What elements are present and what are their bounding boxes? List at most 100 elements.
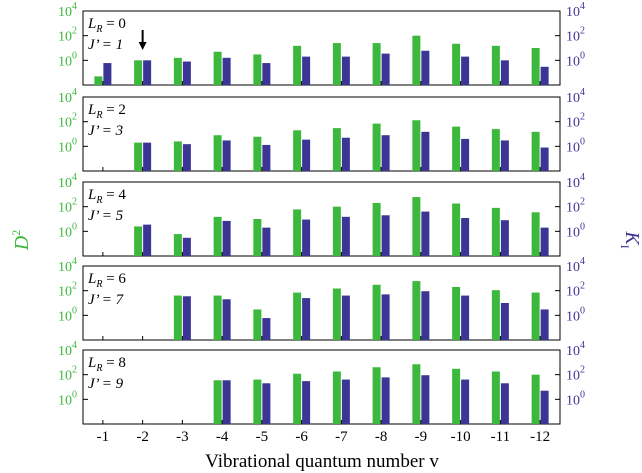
bar-d2 bbox=[293, 45, 302, 85]
left-tick-label: 102 bbox=[58, 281, 77, 300]
bar-d2 bbox=[213, 135, 222, 171]
tick-base: 10 bbox=[566, 201, 580, 216]
right-tick-label: 102 bbox=[566, 365, 585, 384]
bar-ki bbox=[500, 60, 509, 85]
x-tick-label: -11 bbox=[491, 429, 510, 445]
bar-ki bbox=[540, 227, 549, 256]
bar-d2 bbox=[293, 373, 302, 424]
tick-exp: 4 bbox=[580, 1, 585, 12]
bar-ki bbox=[262, 227, 271, 256]
bar-ki bbox=[540, 309, 549, 340]
left-tick-label: 102 bbox=[58, 365, 77, 384]
ylabel-sub: I bbox=[618, 245, 632, 249]
x-tick-label: -10 bbox=[451, 429, 471, 445]
bar-d2 bbox=[173, 57, 182, 85]
bar-d2 bbox=[452, 126, 461, 171]
bar-ki bbox=[461, 138, 470, 171]
bar-d2 bbox=[452, 286, 461, 340]
bar-ki bbox=[222, 140, 231, 171]
label-l: L bbox=[87, 355, 96, 371]
tick-exp: 2 bbox=[580, 197, 585, 208]
label-l-sub: R bbox=[95, 24, 102, 35]
bar-d2 bbox=[372, 43, 381, 85]
tick-base: 10 bbox=[566, 260, 580, 275]
label-l: L bbox=[87, 187, 96, 203]
bar-d2 bbox=[134, 226, 143, 256]
tick-exp: 2 bbox=[72, 365, 77, 376]
bar-d2 bbox=[412, 35, 421, 85]
tick-exp: 2 bbox=[580, 365, 585, 376]
bar-ki bbox=[302, 381, 311, 424]
tick-exp: 2 bbox=[580, 26, 585, 37]
panel-label-j: J’ = 1 bbox=[88, 37, 123, 53]
bar-ki bbox=[341, 137, 350, 171]
tick-base: 10 bbox=[58, 176, 72, 191]
bar-d2 bbox=[293, 292, 302, 340]
bar-d2 bbox=[253, 136, 262, 171]
bar-ki bbox=[421, 131, 430, 171]
bar-d2 bbox=[531, 374, 540, 424]
tick-exp: 0 bbox=[580, 305, 585, 316]
bar-d2 bbox=[173, 141, 182, 171]
label-l-sub: R bbox=[95, 279, 102, 290]
label-l-val: = 2 bbox=[102, 102, 125, 118]
bar-ki bbox=[302, 139, 311, 171]
bar-ki bbox=[421, 375, 430, 424]
tick-exp: 4 bbox=[72, 172, 77, 183]
bar-d2 bbox=[452, 43, 461, 85]
right-tick-label: 102 bbox=[566, 197, 585, 216]
bar-ki bbox=[222, 299, 231, 340]
left-tick-label: 100 bbox=[58, 305, 77, 324]
tick-exp: 2 bbox=[580, 281, 585, 292]
left-tick-label: 104 bbox=[58, 256, 77, 275]
left-tick-label: 102 bbox=[58, 197, 77, 216]
bar-ki bbox=[222, 220, 231, 256]
bar-ki bbox=[381, 294, 390, 340]
left-tick-label: 104 bbox=[58, 172, 77, 191]
bar-d2 bbox=[372, 284, 381, 340]
x-tick-label: -1 bbox=[97, 429, 110, 445]
bar-d2 bbox=[372, 123, 381, 171]
panel-label-lr: LR = 0 bbox=[87, 16, 126, 35]
right-tick-label: 104 bbox=[566, 256, 585, 275]
bar-ki bbox=[262, 144, 271, 171]
bar-d2 bbox=[332, 128, 341, 171]
tick-exp: 0 bbox=[72, 305, 77, 316]
tick-exp: 2 bbox=[72, 197, 77, 208]
bar-d2 bbox=[531, 292, 540, 340]
bar-ki bbox=[500, 140, 509, 171]
bar-ki bbox=[421, 291, 430, 340]
panel-label-j: J’ = 3 bbox=[88, 123, 123, 139]
bar-ki bbox=[341, 379, 350, 424]
tick-exp: 4 bbox=[72, 256, 77, 267]
bar-d2 bbox=[253, 219, 262, 256]
bar-d2 bbox=[531, 48, 540, 85]
bar-d2 bbox=[253, 379, 262, 424]
bar-ki bbox=[182, 144, 191, 171]
bar-ki bbox=[302, 298, 311, 340]
tick-exp: 0 bbox=[580, 389, 585, 400]
y-axis-label-right: KI bbox=[618, 230, 642, 248]
tick-base: 10 bbox=[58, 260, 72, 275]
bar-d2 bbox=[412, 281, 421, 340]
left-tick-label: 102 bbox=[58, 26, 77, 45]
right-tick-label: 100 bbox=[566, 136, 585, 155]
label-l-val: = 4 bbox=[102, 187, 126, 203]
bar-d2 bbox=[253, 309, 262, 340]
label-l-val: = 0 bbox=[102, 16, 125, 32]
tick-base: 10 bbox=[566, 344, 580, 359]
tick-exp: 2 bbox=[72, 112, 77, 123]
tick-exp: 4 bbox=[580, 172, 585, 183]
label-l: L bbox=[87, 271, 96, 287]
panel-frame bbox=[82, 265, 561, 341]
bar-d2 bbox=[332, 206, 341, 256]
panel-label-j: J’ = 5 bbox=[88, 208, 124, 224]
bar-ki bbox=[461, 218, 470, 256]
bar-d2 bbox=[173, 234, 182, 256]
bar-d2 bbox=[412, 197, 421, 256]
tick-base: 10 bbox=[566, 91, 580, 106]
tick-exp: 2 bbox=[72, 26, 77, 37]
